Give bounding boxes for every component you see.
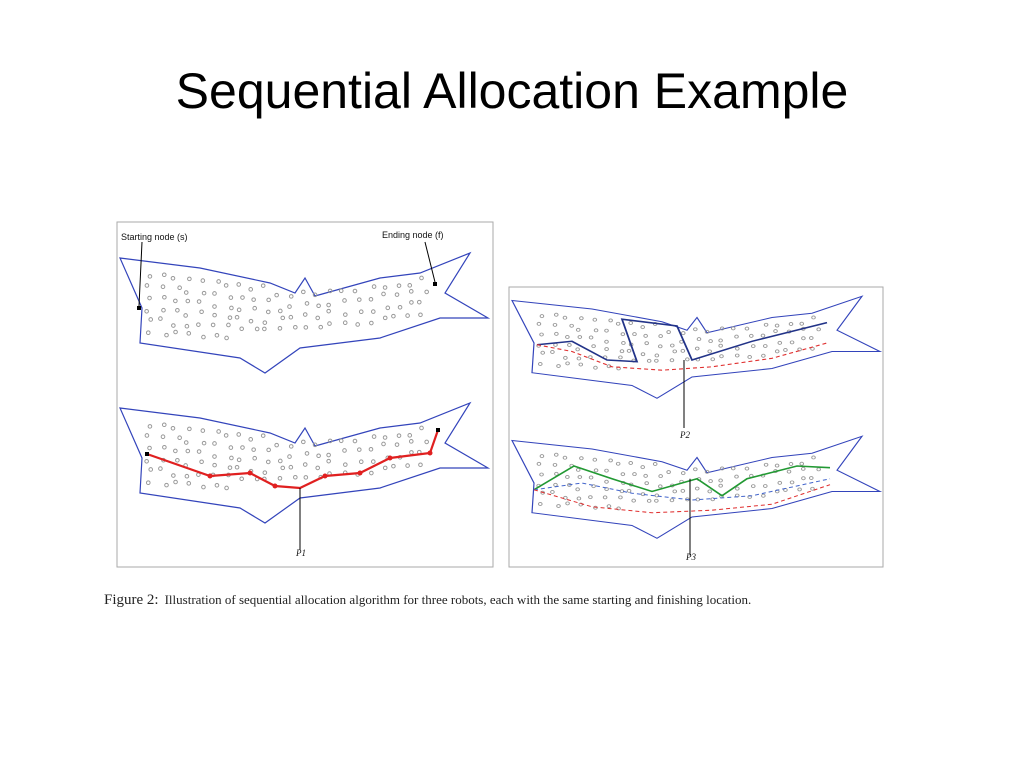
end-label: Ending node (f) [382,230,444,240]
region [511,295,881,429]
slide-title: Sequential Allocation Example [175,63,849,119]
caption-head: Figure 2: [104,592,159,608]
path-label: P1 [295,548,306,558]
region [119,402,489,550]
panel [116,221,494,568]
caption-text: Illustration of sequential allocation al… [164,592,752,607]
path-label: P3 [685,552,696,562]
figure-caption: Figure 2: Illustration of sequential allo… [104,590,900,610]
start-label: Starting node (s) [121,232,188,242]
path-label: P2 [679,430,690,440]
region [511,435,881,556]
panel [508,286,884,568]
region [119,241,489,374]
